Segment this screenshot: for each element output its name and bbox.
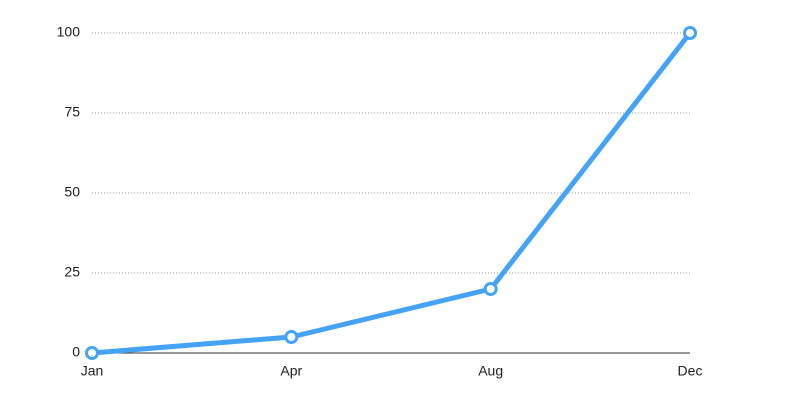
point <box>284 330 299 344</box>
y-tick-label: 0 <box>72 344 80 360</box>
point <box>683 26 697 40</box>
x-tick-label: Apr <box>280 363 302 379</box>
line <box>89 30 693 356</box>
x-tick-label: Aug <box>478 363 503 379</box>
point <box>483 282 498 296</box>
x-tick-label: Dec <box>678 363 703 379</box>
y-tick-label: 75 <box>64 104 80 120</box>
y-tick-label: 50 <box>64 184 80 200</box>
y-tick-label: 100 <box>57 24 81 40</box>
point <box>85 346 99 360</box>
y-tick-label: 25 <box>64 264 80 280</box>
x-tick-label: Jan <box>81 363 104 379</box>
